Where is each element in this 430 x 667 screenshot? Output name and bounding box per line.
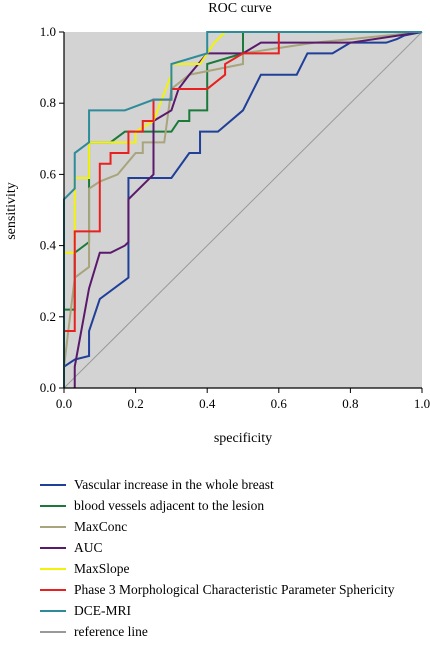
series-line-dce-mri bbox=[63, 31, 422, 388]
legend-swatch bbox=[40, 631, 66, 633]
legend: Vascular increase in the whole breast blo… bbox=[40, 476, 425, 640]
series-line-reference-line bbox=[63, 31, 423, 389]
legend-label: AUC bbox=[74, 540, 103, 555]
y-tick-label: 0.4 bbox=[40, 238, 57, 253]
legend-item: MaxSlope bbox=[40, 560, 425, 577]
legend-label: Vascular increase in the whole breast bbox=[74, 477, 274, 492]
y-tick-label: 1.0 bbox=[40, 24, 56, 39]
x-tick-label: 0.2 bbox=[127, 396, 143, 411]
legend-item: reference line bbox=[40, 623, 425, 640]
legend-swatch bbox=[40, 568, 66, 570]
legend-swatch bbox=[40, 505, 66, 507]
legend-swatch bbox=[40, 484, 66, 486]
x-tick-label: 0.4 bbox=[199, 396, 216, 411]
x-tick-label: 0.8 bbox=[342, 396, 358, 411]
y-tick-label: 0.2 bbox=[40, 309, 56, 324]
legend-label: blood vessels adjacent to the lesion bbox=[74, 498, 265, 513]
legend-item: MaxConc bbox=[40, 518, 425, 535]
roc-chart: 0.0 0.2 0.4 0.6 0.8 1.0 0.0 0.2 0.4 0.6 0.8 1.0 ROC… bbox=[4, 1, 430, 446]
x-tick-label: 0.0 bbox=[56, 396, 72, 411]
legend-item: Vascular increase in the whole breast bbox=[40, 476, 425, 493]
legend-swatch bbox=[40, 547, 66, 549]
legend-label: reference line bbox=[74, 624, 148, 639]
legend-label: DCE-MRI bbox=[74, 603, 131, 618]
legend-swatch bbox=[40, 610, 66, 612]
legend-item: Phase 3 Morphological Characteristic Par… bbox=[40, 581, 425, 598]
legend-item: blood vessels adjacent to the lesion bbox=[40, 497, 425, 514]
x-axis-label: specificity bbox=[214, 431, 272, 446]
y-tick-label: 0.0 bbox=[40, 380, 56, 395]
legend-label: Phase 3 Morphological Characteristic Par… bbox=[74, 582, 395, 597]
y-tick-label: 0.8 bbox=[40, 95, 56, 110]
series-line-phase-3-morphological-characteristic-parameter-sphericity bbox=[63, 31, 422, 388]
x-tick-label: 1.0 bbox=[414, 396, 430, 411]
chart-title: ROC curve bbox=[208, 1, 271, 16]
y-tick-label: 0.6 bbox=[40, 166, 57, 181]
x-tick-label: 0.6 bbox=[271, 396, 288, 411]
y-axis-label: sensitivity bbox=[4, 182, 19, 240]
legend-label: MaxConc bbox=[74, 519, 128, 534]
series-line-maxconc bbox=[63, 31, 423, 388]
legend-item: AUC bbox=[40, 539, 425, 556]
legend-item: DCE-MRI bbox=[40, 602, 425, 619]
legend-swatch bbox=[40, 526, 66, 528]
legend-swatch bbox=[40, 589, 66, 591]
legend-label: MaxSlope bbox=[74, 561, 130, 576]
